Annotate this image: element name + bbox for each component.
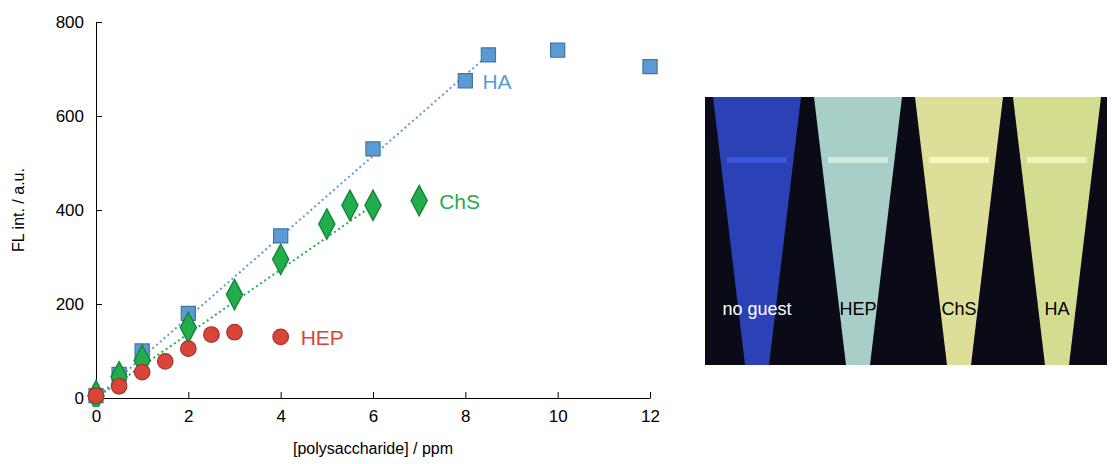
trend-line [96,55,488,398]
plot-marks [88,43,657,407]
y-axis: 0 200 400 600 800 [56,13,102,408]
data-point [274,229,288,243]
data-point [342,190,358,220]
tube [814,97,902,365]
tube [713,97,801,365]
data-point [180,312,196,342]
x-tick-label: 6 [369,407,378,426]
data-point [551,43,565,57]
tube-highlight [1027,157,1087,163]
y-tick-label: 400 [56,201,84,220]
tube [1013,97,1101,365]
y-tick-mark [96,210,102,211]
y-tick-mark [96,22,102,23]
trend-line [96,205,373,398]
photo-background [705,97,1107,365]
x-tick: 2 [184,392,193,426]
tube-highlight [929,157,989,163]
x-tick-mark [650,392,651,398]
x-tick-label: 8 [461,407,470,426]
x-tick: 8 [461,392,470,426]
x-tick-label: 10 [549,407,568,426]
y-tick-label: 0 [75,389,84,408]
data-point [134,364,150,380]
series-label: HA [482,70,511,93]
photo-label: ChS [941,299,976,319]
y-tick: 200 [56,295,102,314]
data-point [643,60,657,74]
data-point [204,327,220,343]
data-point [181,341,197,357]
y-tick: 600 [56,107,102,126]
data-point [481,48,495,62]
data-point [273,244,289,274]
data-point [411,185,427,215]
data-point [365,190,381,220]
y-tick-label: 600 [56,107,84,126]
x-tick-mark [558,392,559,398]
x-tick-mark [281,392,282,398]
tube-highlight [727,157,787,163]
x-tick-label: 2 [184,407,193,426]
tube [915,97,1003,365]
y-tick: 800 [56,13,102,32]
y-axis-title: FL int. / a.u. [10,168,27,252]
photo-label: no guest [722,299,791,319]
x-tick-mark [465,392,466,398]
x-axis: 0 2 4 6 8 10 12 [92,392,660,426]
y-tick-label: 200 [56,295,84,314]
x-tick: 12 [641,392,660,426]
photo-label: HA [1044,299,1069,319]
data-point [89,389,103,403]
x-tick-label: 0 [92,407,101,426]
data-point [157,354,173,370]
series-label: HEP [301,326,344,349]
photo: no guest HEP ChS HA [705,97,1107,365]
x-axis-title: [polysaccharide] / ppm [293,440,453,457]
data-point [458,74,472,88]
data-point [273,329,289,345]
x-tick: 10 [549,392,568,426]
y-tick-label: 800 [56,13,84,32]
x-axis-line [97,398,651,399]
y-tick: 400 [56,201,102,220]
x-tick: 6 [369,392,378,426]
photo-label: HEP [839,299,876,319]
series-label: ChS [439,190,480,213]
data-point [227,324,243,340]
y-tick-mark [96,116,102,117]
x-tick-label: 4 [276,407,285,426]
data-point [226,279,242,309]
x-tick: 4 [276,392,285,426]
x-tick-mark [373,392,374,398]
data-point [366,142,380,156]
x-tick-label: 12 [641,407,660,426]
x-tick-mark [188,392,189,398]
data-point [88,380,104,407]
figure: 0 2 4 6 8 10 12 0 200 400 600 800 [polysaccharide] /… [0,0,1113,464]
y-tick-mark [96,304,102,305]
data-point [319,209,335,239]
data-point [88,388,104,404]
data-point [111,378,127,394]
tube-highlight [828,157,888,163]
